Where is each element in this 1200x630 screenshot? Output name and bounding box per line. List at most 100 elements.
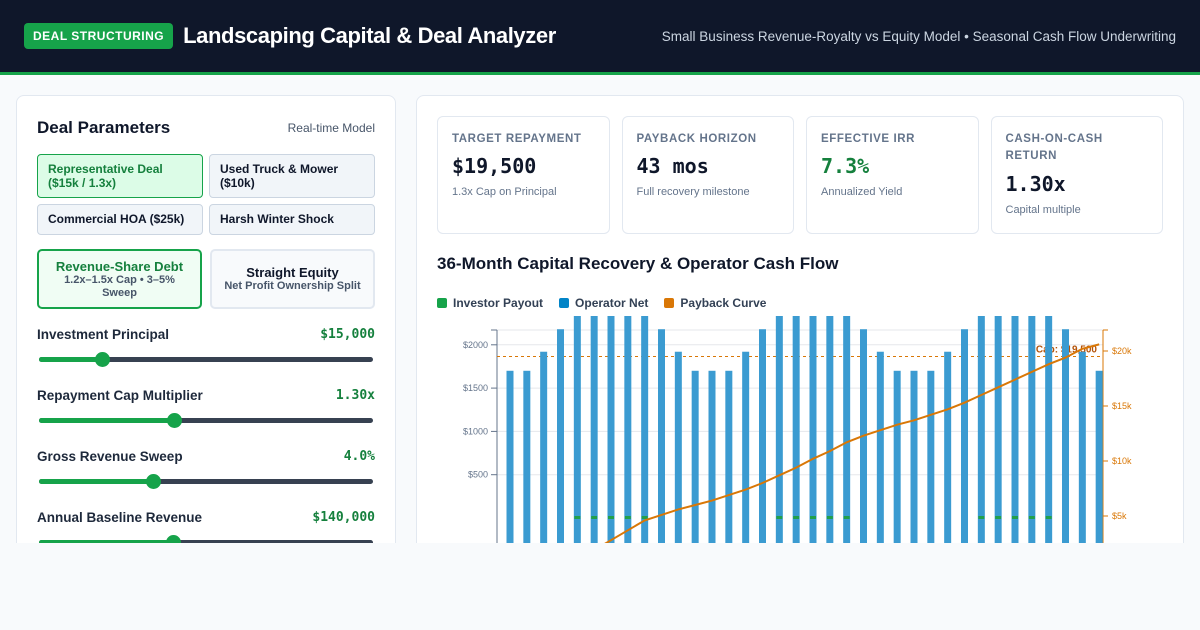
operator-net-bar [927, 370, 935, 543]
slider-label: Gross Revenue Sweep [37, 449, 183, 464]
slider-thumb[interactable] [145, 474, 161, 489]
y-tick-label-right: $10k [1112, 456, 1132, 466]
chart-title: 36-Month Capital Recovery & Operator Cas… [437, 254, 839, 273]
slider-label: Repayment Cap Multiplier [37, 388, 203, 403]
preset-used-truck[interactable]: Used Truck & Mower ($10k) [209, 154, 375, 198]
cap-multiplier-slider[interactable] [37, 403, 375, 437]
investor-payout-bar [1028, 516, 1035, 519]
investor-payout-bar [1012, 516, 1018, 519]
slider-fill [39, 418, 175, 423]
investor-payout-bar [776, 516, 783, 519]
investor-payout-bar [591, 516, 598, 519]
preset-grid: Representative Deal ($15k / 1.3x) Used T… [37, 154, 375, 235]
slider-thumb[interactable] [95, 352, 111, 367]
operator-net-bar [1062, 329, 1069, 543]
principal-slider[interactable] [37, 342, 375, 376]
kpi-cash-on-cash: CASH-ON-CASH RETURN 1.30x Capital multip… [990, 116, 1163, 234]
investor-payout-bar [608, 516, 614, 519]
operator-net-bar [506, 370, 514, 543]
baseline-revenue-slider[interactable] [37, 525, 375, 543]
legend-payback-curve: Payback Curve [664, 296, 766, 310]
operator-net-bar [523, 370, 531, 543]
operator-net-bar [1028, 316, 1036, 543]
header-left: DEAL STRUCTURING Landscaping Capital & D… [24, 23, 556, 49]
kpi-note: 1.3x Cap on Principal [452, 186, 557, 199]
mode-subtitle: Net Profit Ownership Split [224, 280, 361, 293]
kpi-label: CASH-ON-CASH RETURN [1005, 133, 1103, 163]
operator-net-bar [540, 351, 548, 543]
revenue-sweep-slider[interactable] [37, 464, 375, 498]
chart-area: $500$1000$1500$2000$2500$5k$10k$15k$20kC… [437, 316, 1165, 543]
operator-net-bar [573, 316, 581, 543]
kpi-value: 43 mos [636, 154, 709, 179]
kpi-note: Full recovery milestone [636, 186, 750, 199]
operator-net-bar [826, 316, 834, 543]
investor-payout-bar [574, 516, 581, 519]
kpi-label: EFFECTIVE IRR [821, 133, 916, 145]
y-tick-label-right: $15k [1112, 401, 1132, 411]
y-tick-label-right: $20k [1112, 346, 1132, 356]
legend-label: Operator Net [575, 296, 649, 310]
legend-label: Payback Curve [680, 296, 767, 310]
operator-net-bar [691, 370, 699, 543]
operator-net-bar [607, 316, 615, 543]
operator-net-bar [708, 370, 716, 543]
legend-label: Investor Payout [453, 296, 544, 310]
operator-net-bar [1078, 351, 1086, 543]
operator-net-bar [590, 316, 598, 543]
panel-header: Deal Parameters Real-time Model [37, 118, 375, 138]
operator-net-bar [910, 370, 918, 543]
slider-thumb[interactable] [165, 535, 181, 543]
slider-head: Annual Baseline Revenue $140,000 [37, 510, 375, 525]
slider-track [39, 479, 373, 484]
panel-title: Deal Parameters [37, 118, 171, 137]
investor-payout-bar [793, 516, 800, 519]
mode-title: Straight Equity [246, 265, 339, 281]
operator-net-bar [1045, 316, 1053, 543]
slider-value: 4.0% [343, 449, 375, 464]
slider-head: Gross Revenue Sweep 4.0% [37, 449, 375, 464]
operator-net-bar [557, 329, 564, 543]
slider-track [39, 540, 373, 543]
mode-straight-equity-button[interactable]: Straight Equity Net Profit Ownership Spl… [210, 249, 375, 309]
legend-operator-net: Operator Net [559, 296, 648, 310]
kpi-value: $19,500 [452, 154, 537, 179]
operator-net-bar [725, 370, 733, 543]
slider-baseline-revenue: Annual Baseline Revenue $140,000 [37, 510, 375, 543]
slider-fill [39, 540, 173, 543]
mode-revenue-share-button[interactable]: Revenue-Share Debt 1.2x–1.5x Cap • 3–5% … [37, 249, 202, 309]
section-badge: DEAL STRUCTURING [24, 23, 174, 49]
preset-commercial-hoa[interactable]: Commercial HOA ($25k) [37, 204, 203, 235]
operator-net-bar [876, 351, 884, 543]
slider-investment-principal: Investment Principal $15,000 [37, 327, 375, 376]
slider-head: Investment Principal $15,000 [37, 327, 375, 342]
slider-thumb[interactable] [167, 413, 183, 428]
slider-value: $15,000 [320, 327, 375, 342]
slider-fill [39, 479, 153, 484]
app-title: Landscaping Capital & Deal Analyzer [183, 23, 556, 48]
mode-title: Revenue-Share Debt [55, 259, 184, 275]
operator-net-bar [742, 351, 750, 543]
investor-payout-bar [826, 516, 833, 519]
preset-representative-deal[interactable]: Representative Deal ($15k / 1.3x) [37, 154, 203, 198]
investor-payout-bar [995, 516, 1002, 519]
investor-payout-bar [843, 516, 850, 519]
model-tag: Real-time Model [287, 121, 375, 135]
operator-net-bar [792, 316, 800, 543]
mode-subtitle: 1.2x–1.5x Cap • 3–5% Sweep [64, 274, 175, 299]
preset-harsh-winter[interactable]: Harsh Winter Shock [209, 204, 375, 235]
app-subtitle: Small Business Revenue-Royalty vs Equity… [661, 28, 1176, 44]
kpi-label: PAYBACK HORIZON [636, 133, 757, 145]
results-panel: TARGET REPAYMENT $19,500 1.3x Cap on Pri… [416, 95, 1184, 543]
slider-value: $140,000 [312, 510, 375, 525]
y-tick-label-left: $2000 [463, 340, 488, 350]
kpi-label: TARGET REPAYMENT [452, 133, 582, 145]
operator-net-bar [843, 316, 851, 543]
slider-label: Investment Principal [37, 327, 170, 342]
deal-parameters-panel: Deal Parameters Real-time Model Represen… [16, 95, 396, 543]
slider-track [39, 357, 373, 362]
payback-curve-line [604, 343, 1100, 543]
operator-net-bar [759, 329, 766, 543]
operator-net-bar [641, 316, 649, 543]
kpi-value: 7.3% [821, 154, 870, 179]
